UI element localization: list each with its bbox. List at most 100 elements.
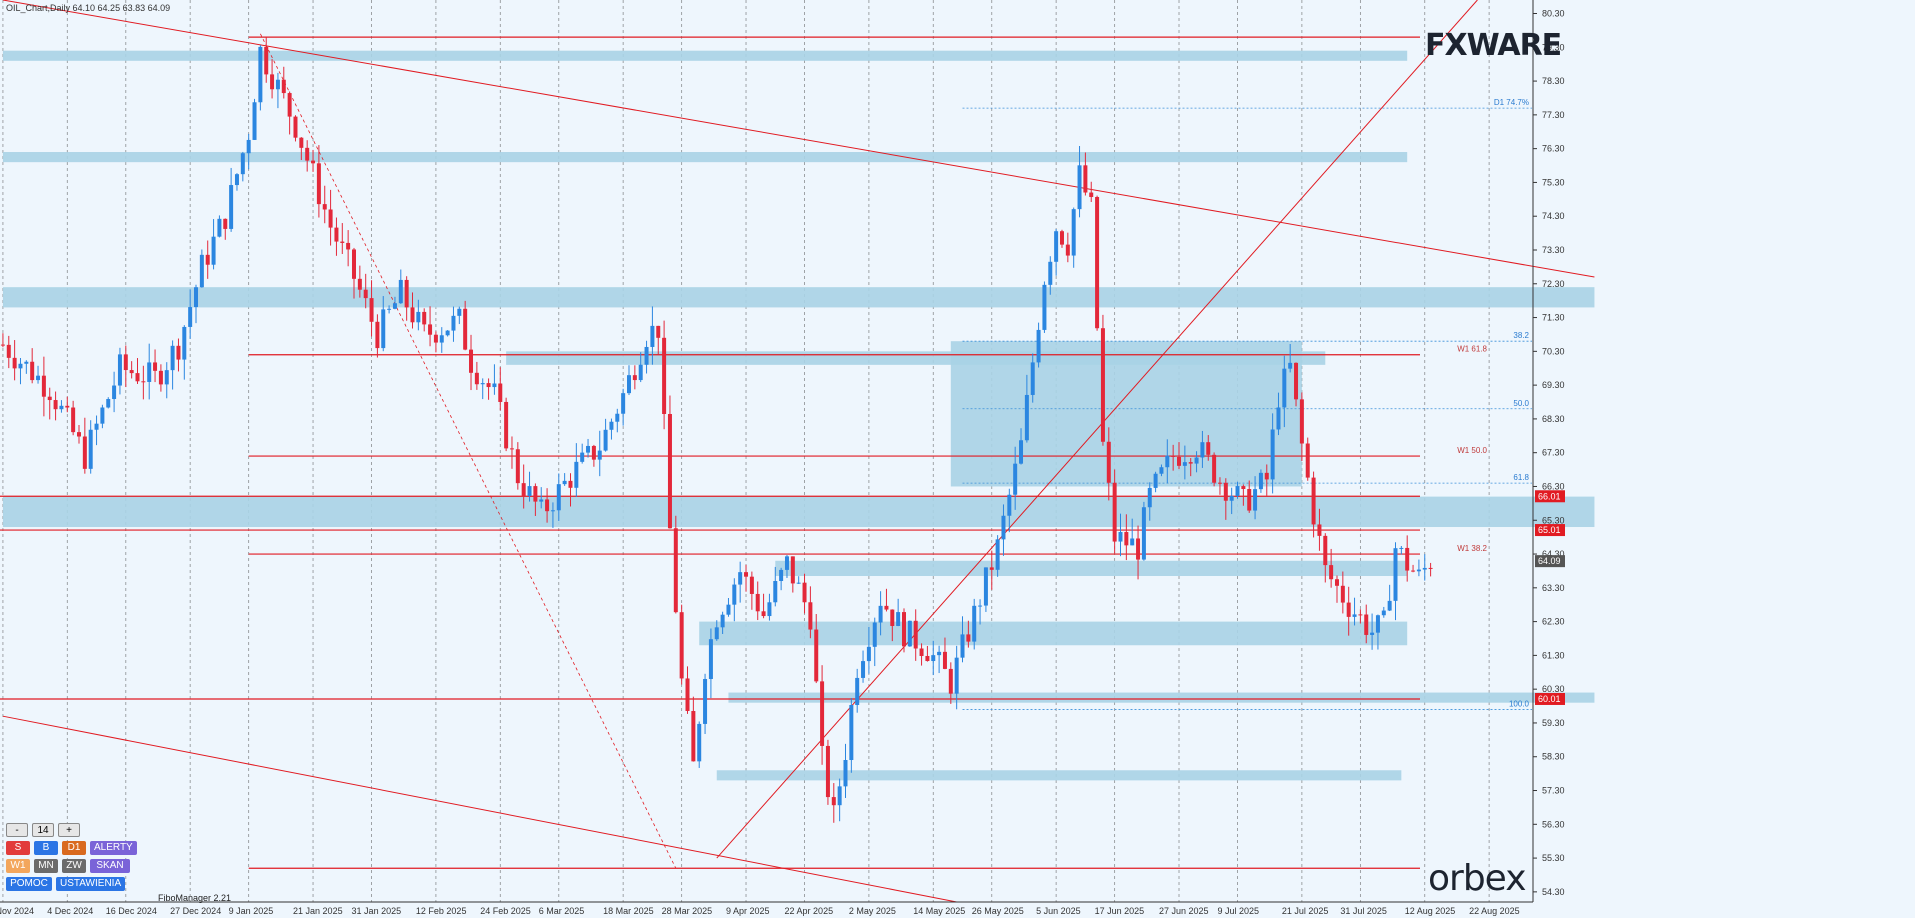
candle-body: [299, 137, 304, 148]
candle-body: [404, 279, 409, 308]
y-tick-label: 64.30: [1542, 549, 1565, 559]
candle-body: [948, 668, 953, 694]
candle-body: [240, 153, 245, 175]
candle-body: [1393, 548, 1398, 601]
candle-body: [486, 383, 491, 388]
candle-body: [1118, 532, 1123, 542]
candle-body: [287, 93, 292, 117]
x-tick-label: 5 Jun 2025: [1036, 906, 1081, 916]
y-tick-label: 73.30: [1542, 245, 1565, 255]
candle-body: [351, 249, 356, 279]
candle-body: [1153, 473, 1158, 488]
y-tick-label: 63.30: [1542, 583, 1565, 593]
y-tick-label: 75.30: [1542, 177, 1565, 187]
y-tick-label: 71.30: [1542, 313, 1565, 323]
candle-body: [433, 334, 438, 343]
alerty-button[interactable]: ALERTY: [90, 841, 137, 855]
candle-body: [82, 436, 87, 469]
candle-body: [1071, 209, 1076, 256]
candle-body: [158, 370, 163, 385]
candle-body: [896, 612, 901, 626]
candle-body: [802, 582, 807, 603]
candle-body: [861, 661, 866, 678]
candle-body: [814, 629, 819, 682]
zone-box: [716, 770, 1402, 781]
candle-body: [1001, 515, 1006, 540]
candle-body: [960, 634, 965, 658]
candle-body: [18, 363, 23, 369]
zone-box: [728, 692, 1595, 703]
candle-body: [1089, 192, 1094, 197]
candle-body: [123, 354, 128, 371]
price-badge: [1535, 692, 1565, 705]
candle-body: [53, 400, 58, 410]
y-tick-label: 66.30: [1542, 481, 1565, 491]
candle-body: [381, 309, 386, 349]
zone-box: [2, 496, 1595, 528]
candle-body: [153, 362, 158, 371]
candle-body: [855, 677, 860, 706]
candle-body: [1177, 456, 1182, 466]
candle-body: [545, 499, 550, 512]
candle-body: [1106, 441, 1111, 483]
mn-button[interactable]: MN: [34, 859, 58, 873]
candle-body: [12, 357, 17, 369]
candle-body: [334, 227, 339, 242]
candle-body: [1364, 614, 1369, 635]
candle-body: [878, 605, 883, 623]
x-tick-label: 21 Jan 2025: [293, 906, 343, 916]
candle-body: [1019, 440, 1024, 464]
candle-body: [135, 373, 140, 382]
y-tick-label: 76.30: [1542, 144, 1565, 154]
candle-body: [913, 620, 918, 649]
candle-body: [71, 407, 76, 433]
y-tick-label: 65.30: [1542, 515, 1565, 525]
candle-body: [738, 572, 743, 585]
x-tick-label: 18 Mar 2025: [603, 906, 654, 916]
candle-body: [305, 147, 310, 161]
buy-button[interactable]: B: [34, 841, 58, 855]
d1-button[interactable]: D1: [62, 841, 86, 855]
candle-body: [117, 354, 122, 386]
ustawienia-button[interactable]: USTAWIENIA: [56, 877, 126, 891]
period-field[interactable]: 14: [32, 823, 54, 837]
trendline: [2, 715, 957, 903]
candle-body: [697, 723, 702, 762]
candle-body: [1212, 454, 1217, 483]
control-panel: - 14 + S B D1 ALERTY W1 MN ZW SKAN POMOC…: [6, 823, 146, 895]
pomoc-button[interactable]: POMOC: [6, 877, 52, 891]
x-tick-label: 27 Jun 2025: [1159, 906, 1209, 916]
level-label: W1 38.2: [1457, 544, 1487, 553]
candle-body: [831, 797, 836, 806]
zone-box: [775, 560, 1408, 576]
skan-button[interactable]: SKAN: [90, 859, 130, 873]
zw-button[interactable]: ZW: [62, 859, 86, 873]
candle-body: [76, 432, 81, 437]
candle-body: [667, 413, 672, 529]
y-tick-label: 77.30: [1542, 110, 1565, 120]
candle-body: [849, 705, 854, 761]
candle-body: [100, 407, 105, 424]
candle-body: [931, 655, 936, 662]
candle-body: [363, 289, 368, 299]
candle-body: [843, 760, 848, 787]
candle-body: [1100, 328, 1105, 442]
candle-body: [492, 383, 497, 388]
decrease-button[interactable]: -: [6, 823, 28, 837]
candle-body: [714, 627, 719, 640]
candle-body: [188, 307, 193, 327]
candle-body: [182, 326, 187, 360]
candle-body: [293, 116, 298, 138]
increase-button[interactable]: +: [58, 823, 80, 837]
sell-button[interactable]: S: [6, 841, 30, 855]
candle-body: [1130, 538, 1135, 546]
candle-body: [65, 405, 70, 408]
candle-body: [1422, 567, 1427, 570]
w1-button[interactable]: W1: [6, 859, 30, 873]
candle-body: [509, 448, 514, 450]
candle-body: [966, 634, 971, 642]
candle-body: [1188, 462, 1193, 464]
candle-body: [995, 539, 1000, 570]
candle-body: [88, 429, 93, 469]
